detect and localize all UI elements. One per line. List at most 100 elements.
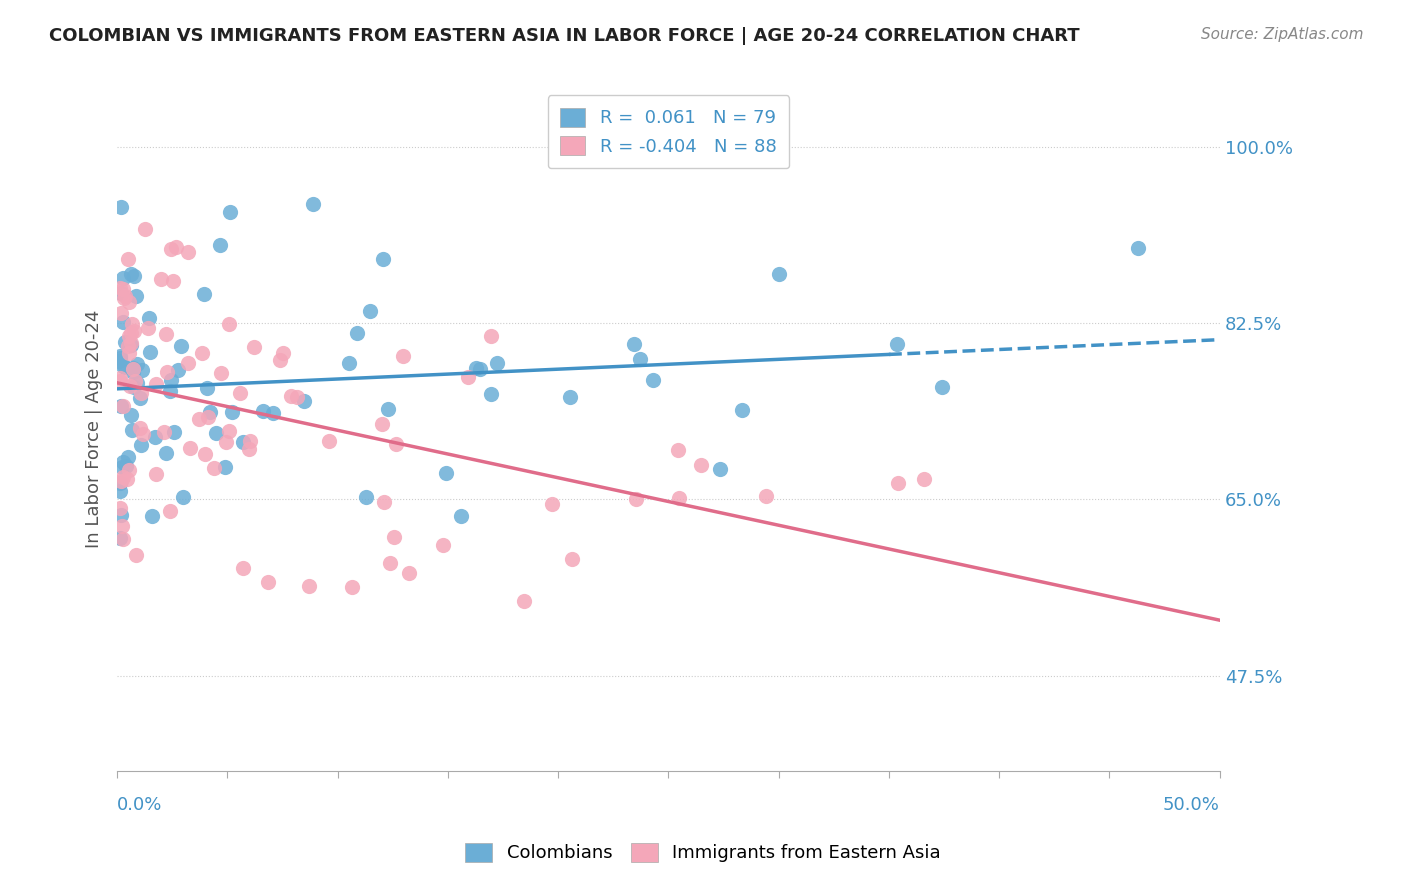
Point (120, 336, 142, 351)
Point (256, 575, 278, 590)
Text: 0.0%: 0.0% (117, 797, 163, 814)
Point (145, 376, 167, 391)
Legend: Colombians, Immigrants from Eastern Asia: Colombians, Immigrants from Eastern Asia (458, 836, 948, 870)
Point (378, 557, 401, 571)
Point (342, 580, 364, 594)
Point (214, 459, 236, 474)
Point (668, 491, 690, 505)
Point (457, 370, 479, 384)
Point (114, 359, 136, 374)
Point (162, 425, 184, 440)
Point (197, 381, 219, 395)
Point (385, 437, 408, 451)
Point (176, 356, 198, 370)
Point (139, 344, 162, 359)
Point (122, 324, 145, 338)
Point (129, 421, 152, 435)
Point (114, 335, 136, 350)
Point (298, 578, 321, 592)
Point (108, 476, 131, 491)
Point (768, 267, 790, 281)
Point (111, 270, 134, 285)
Point (138, 310, 160, 325)
Point (558, 390, 581, 404)
Point (155, 446, 177, 460)
Point (194, 447, 217, 461)
Point (188, 412, 211, 426)
Point (132, 426, 155, 441)
Point (159, 504, 181, 518)
Point (117, 450, 139, 465)
Point (112, 454, 135, 468)
Point (108, 500, 131, 515)
Point (623, 336, 645, 351)
Point (122, 365, 145, 379)
Point (432, 538, 454, 552)
Point (1126, 241, 1149, 255)
Point (232, 434, 254, 449)
Point (118, 345, 141, 359)
Point (468, 362, 491, 376)
Point (731, 403, 754, 417)
Point (176, 245, 198, 260)
Point (156, 365, 179, 379)
Point (122, 362, 145, 376)
Point (221, 405, 243, 419)
Point (479, 387, 502, 401)
Point (262, 406, 284, 420)
Point (115, 472, 138, 486)
Point (285, 390, 308, 404)
Point (165, 240, 187, 254)
Point (269, 352, 291, 367)
Point (141, 508, 163, 523)
Point (111, 519, 134, 533)
Point (125, 548, 148, 562)
Point (214, 434, 236, 449)
Point (124, 374, 146, 388)
Point (118, 294, 141, 309)
Point (118, 463, 141, 477)
Point (624, 491, 647, 506)
Point (931, 380, 953, 394)
Point (887, 475, 910, 490)
Point (219, 205, 242, 219)
Point (209, 366, 232, 380)
Point (197, 410, 219, 425)
Y-axis label: In Labor Force | Age 20-24: In Labor Force | Age 20-24 (86, 310, 103, 548)
Point (124, 268, 146, 283)
Point (346, 326, 368, 341)
Point (108, 354, 131, 368)
Point (318, 434, 340, 448)
Point (243, 340, 266, 354)
Point (382, 530, 405, 544)
Point (121, 423, 143, 437)
Point (193, 287, 215, 301)
Point (150, 272, 173, 286)
Point (131, 363, 153, 377)
Point (112, 399, 135, 413)
Point (112, 282, 135, 296)
Point (229, 386, 252, 401)
Point (208, 238, 231, 252)
Point (170, 338, 193, 352)
Point (218, 317, 240, 331)
Point (292, 394, 315, 409)
Point (392, 349, 415, 363)
Point (359, 303, 381, 318)
Point (162, 274, 184, 288)
Point (111, 315, 134, 329)
Point (110, 508, 132, 523)
Point (273, 346, 295, 360)
Point (198, 405, 221, 419)
Point (127, 357, 149, 371)
Point (191, 346, 214, 360)
Point (238, 442, 260, 457)
Point (129, 385, 152, 400)
Point (450, 509, 472, 524)
Point (561, 551, 583, 566)
Point (155, 327, 177, 342)
Point (120, 337, 142, 351)
Point (112, 291, 135, 305)
Point (377, 401, 399, 416)
Point (354, 490, 377, 504)
